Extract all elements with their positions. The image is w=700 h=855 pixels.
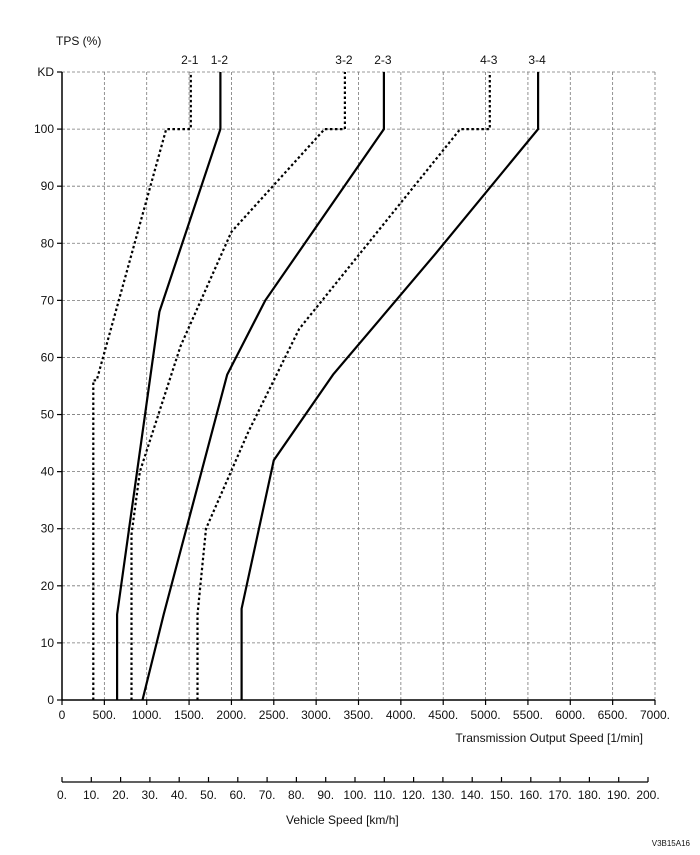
figure-code: V3B15A16: [652, 839, 691, 848]
vehicle-speed-tick-label: 90.: [317, 788, 334, 802]
x-tick-label: 0: [59, 708, 66, 722]
x-tick-label: 3000.: [301, 708, 331, 722]
vehicle-speed-tick-label: 140.: [461, 788, 484, 802]
vehicle-speed-tick-label: 130.: [431, 788, 454, 802]
series-lines: [92, 72, 540, 701]
series-labels: 2-1 1-2 3-2 2-3 4-3 3-4: [181, 53, 546, 67]
vehicle-speed-tick-label: 0.: [57, 788, 67, 802]
vehicle-speed-tick-label: 10.: [83, 788, 100, 802]
vehicle-speed-tick-label: 180.: [578, 788, 601, 802]
shift-line-3-2: [130, 72, 346, 700]
series-label-3-4: 3-4: [528, 53, 546, 67]
vehicle-speed-tick-label: 70.: [259, 788, 276, 802]
y-tick-label: 50: [41, 408, 55, 422]
series-label-3-2: 3-2: [335, 53, 353, 67]
vehicle-speed-tick-label: 40.: [171, 788, 188, 802]
vehicle-speed-axis-title: Vehicle Speed [km/h]: [286, 813, 399, 827]
x-tick-label: 2500.: [259, 708, 289, 722]
x-tick-label: 6000.: [555, 708, 585, 722]
shift-line-3-4: [240, 72, 540, 700]
shift-line-1-2: [115, 72, 222, 700]
y-tick-label: 10: [41, 636, 55, 650]
vehicle-speed-tick-label: 60.: [229, 788, 246, 802]
x-tick-label: 5000.: [471, 708, 501, 722]
y-tick-label: 0: [47, 693, 54, 707]
series-label-2-1: 2-1: [181, 53, 199, 67]
shift-line-2-1: [92, 72, 192, 700]
vehicle-speed-tick-label: 190.: [607, 788, 630, 802]
vehicle-speed-tick-label: 120.: [402, 788, 425, 802]
x-axis-title: Transmission Output Speed [1/min]: [455, 731, 643, 745]
y-tick-label: 60: [41, 350, 55, 364]
grid: [62, 71, 656, 700]
shift-line-2-3: [141, 72, 385, 701]
x-tick-label: 4500.: [428, 708, 458, 722]
x-tick-label: 5500.: [513, 708, 543, 722]
x-tick-label: 3500.: [343, 708, 373, 722]
x-tick-label: 7000.: [640, 708, 670, 722]
vehicle-speed-tick-label: 20.: [112, 788, 129, 802]
y-tick-label: 40: [41, 465, 55, 479]
axes: [57, 71, 656, 783]
vehicle-speed-tick-label: 200.: [636, 788, 659, 802]
x-tick-label: 2000.: [216, 708, 246, 722]
y-tick-label: 70: [41, 293, 55, 307]
y-tick-label: 100: [34, 122, 54, 136]
y-tick-label: 30: [41, 522, 55, 536]
series-label-1-2: 1-2: [211, 53, 229, 67]
y-tick-label: KD: [37, 65, 54, 79]
y-tick-label: 80: [41, 236, 55, 250]
tick-labels: 0 10 20 30 40 50 60 70 80 90 100 KD 0 500. 1000. 1500. 2…: [34, 65, 670, 802]
vehicle-speed-tick-label: 100.: [343, 788, 366, 802]
vehicle-speed-tick-label: 150.: [490, 788, 513, 802]
vehicle-speed-tick-label: 110.: [373, 788, 395, 802]
x-tick-label: 6500.: [598, 708, 628, 722]
x-tick-label: 1500.: [174, 708, 204, 722]
series-label-2-3: 2-3: [374, 53, 392, 67]
series-label-4-3: 4-3: [480, 53, 498, 67]
y-tick-label: 20: [41, 579, 55, 593]
x-tick-label: 1000.: [132, 708, 162, 722]
vehicle-speed-tick-label: 160.: [519, 788, 542, 802]
y-axis-title: TPS (%): [56, 34, 101, 48]
vehicle-speed-tick-label: 170.: [548, 788, 571, 802]
vehicle-speed-tick-label: 30.: [142, 788, 159, 802]
vehicle-speed-tick-label: 50.: [200, 788, 217, 802]
x-tick-label: 500.: [93, 708, 116, 722]
y-tick-label: 90: [41, 179, 55, 193]
vehicle-speed-tick-label: 80.: [288, 788, 305, 802]
x-tick-label: 4000.: [386, 708, 416, 722]
